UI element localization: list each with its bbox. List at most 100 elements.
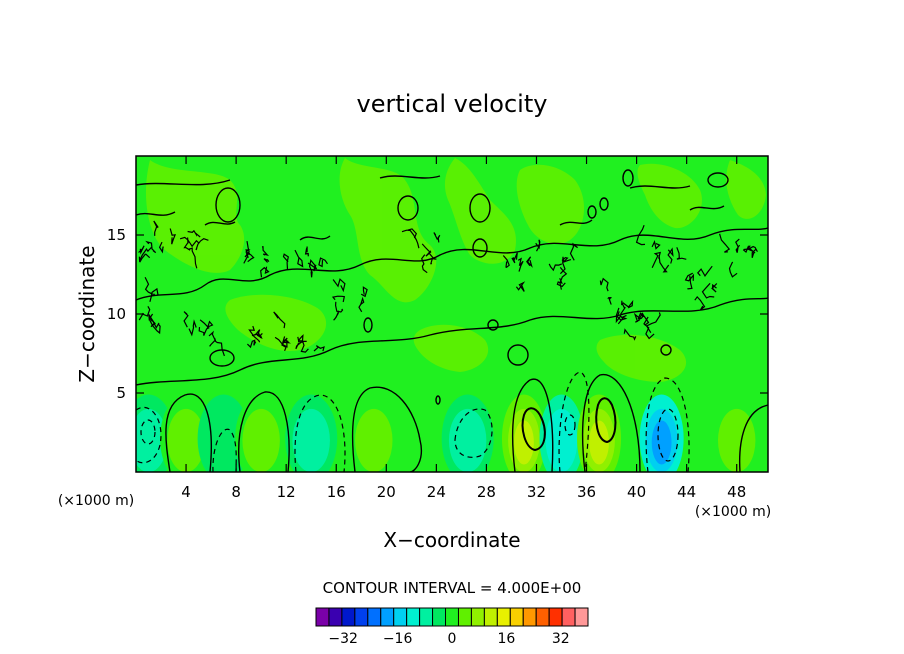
colorbar-swatch [457, 607, 472, 627]
turbulent-contour [694, 295, 706, 311]
turbulent-contour [304, 246, 309, 257]
x-tick-label: 12 [277, 483, 296, 501]
turbulent-contour [502, 255, 510, 268]
turbulent-contour [261, 246, 270, 257]
turbulent-contours [138, 220, 758, 357]
y-tick-label: 15 [107, 226, 126, 244]
turbulent-contour [620, 300, 626, 315]
turbulent-contour [743, 245, 758, 252]
turbulent-contour [313, 345, 325, 352]
turbulent-contour [719, 233, 731, 253]
colorbar-tick-label: 16 [497, 631, 515, 647]
turbulent-contour [188, 247, 198, 269]
turbulent-contour [401, 228, 418, 239]
cell-core [299, 420, 323, 465]
turbulent-contour [635, 224, 646, 246]
turbulent-contour [517, 257, 524, 272]
turbulent-contour [637, 312, 650, 326]
turbulent-contour [169, 228, 177, 245]
x-tick-label: 24 [427, 483, 446, 501]
turbulent-contour [561, 256, 572, 263]
turbulent-contour [421, 243, 432, 257]
turbulent-contour [195, 238, 209, 251]
turbulent-contour [429, 253, 437, 265]
colorbar-tick-label: −16 [383, 631, 413, 647]
turbulent-contour [749, 248, 757, 258]
cell-core [651, 420, 672, 465]
colorbar-swatch [328, 607, 343, 627]
colorbar-tick-label: 32 [552, 631, 570, 647]
plot-area [136, 156, 768, 472]
turbulent-contour [687, 275, 693, 290]
turbulent-contour [606, 297, 612, 305]
turbulent-contour [569, 242, 578, 261]
colorbar: −32 −16 0 16 32 [315, 607, 589, 647]
turbulent-contour [149, 287, 159, 302]
turbulent-contour [139, 253, 151, 263]
turbulent-contour [149, 318, 156, 328]
colorbar-swatch [535, 607, 550, 627]
colorbar-swatch [393, 607, 408, 627]
turbulent-contour [245, 251, 255, 263]
cell-core [455, 420, 480, 465]
turbulent-contour [676, 247, 687, 260]
turbulent-contour [623, 328, 637, 341]
turbulent-contour [263, 258, 270, 263]
turbulent-contour [198, 327, 210, 336]
cell-core [136, 420, 161, 465]
turbulent-contour [548, 263, 563, 272]
cell-core [174, 420, 198, 465]
cell-core [362, 420, 386, 465]
turbulent-contour [179, 236, 200, 248]
turbulent-contour [188, 319, 197, 337]
turbulent-contour [515, 281, 526, 292]
turbulent-contour [308, 259, 316, 278]
colorbar-tick-label: 0 [448, 631, 457, 647]
turbulent-contour [254, 329, 263, 340]
y-tick-label: 10 [107, 305, 126, 323]
turbulent-contour [421, 254, 428, 274]
turbulent-contour [282, 253, 289, 270]
turbulent-contour [183, 311, 189, 328]
contour-interval-note: CONTOUR INTERVAL = 4.000E+00 [323, 579, 582, 597]
turbulent-contour [199, 319, 214, 329]
turbulent-contour [599, 277, 609, 292]
colorbar-swatch [561, 607, 576, 627]
colorbar-tick-label: −32 [328, 631, 358, 647]
turbulent-contour [556, 277, 566, 288]
x-tick-label: 16 [327, 483, 346, 501]
turbulent-contour [153, 220, 159, 236]
cell-core [514, 420, 534, 465]
turbulent-contour [535, 239, 541, 252]
turbulent-contour [711, 283, 718, 293]
x-tick-label: 8 [231, 483, 241, 501]
turbulent-contour [214, 337, 225, 357]
turbulent-contour [318, 257, 328, 268]
turbulent-contour [332, 278, 346, 293]
colorbar-swatch [419, 607, 434, 627]
turbulent-contour [333, 310, 340, 321]
colorbar-swatch [548, 607, 563, 627]
colorbar-swatch [574, 607, 589, 627]
turbulent-contour [331, 295, 346, 303]
turbulent-contour [616, 311, 628, 321]
turbulent-contour [243, 249, 251, 264]
turbulent-contour [145, 240, 157, 254]
turbulent-contour [138, 245, 145, 255]
cell-core [725, 420, 749, 465]
turbulent-contour [148, 313, 160, 329]
turbulent-contour [248, 325, 261, 343]
turbulent-contour [208, 330, 216, 347]
turbulent-contour [645, 312, 661, 334]
turbulent-contour [273, 311, 286, 329]
colorbar-swatch [432, 607, 447, 627]
turbulent-contour [526, 256, 533, 268]
turbulent-contour [294, 249, 304, 268]
colorbar-swatch [445, 607, 459, 627]
colorbar-swatch [406, 607, 421, 627]
turbulent-contour [511, 252, 518, 264]
x-unit-left: (×1000 m) [58, 493, 134, 509]
x-tick-label: 28 [477, 483, 496, 501]
colorbar-swatch [341, 607, 356, 627]
